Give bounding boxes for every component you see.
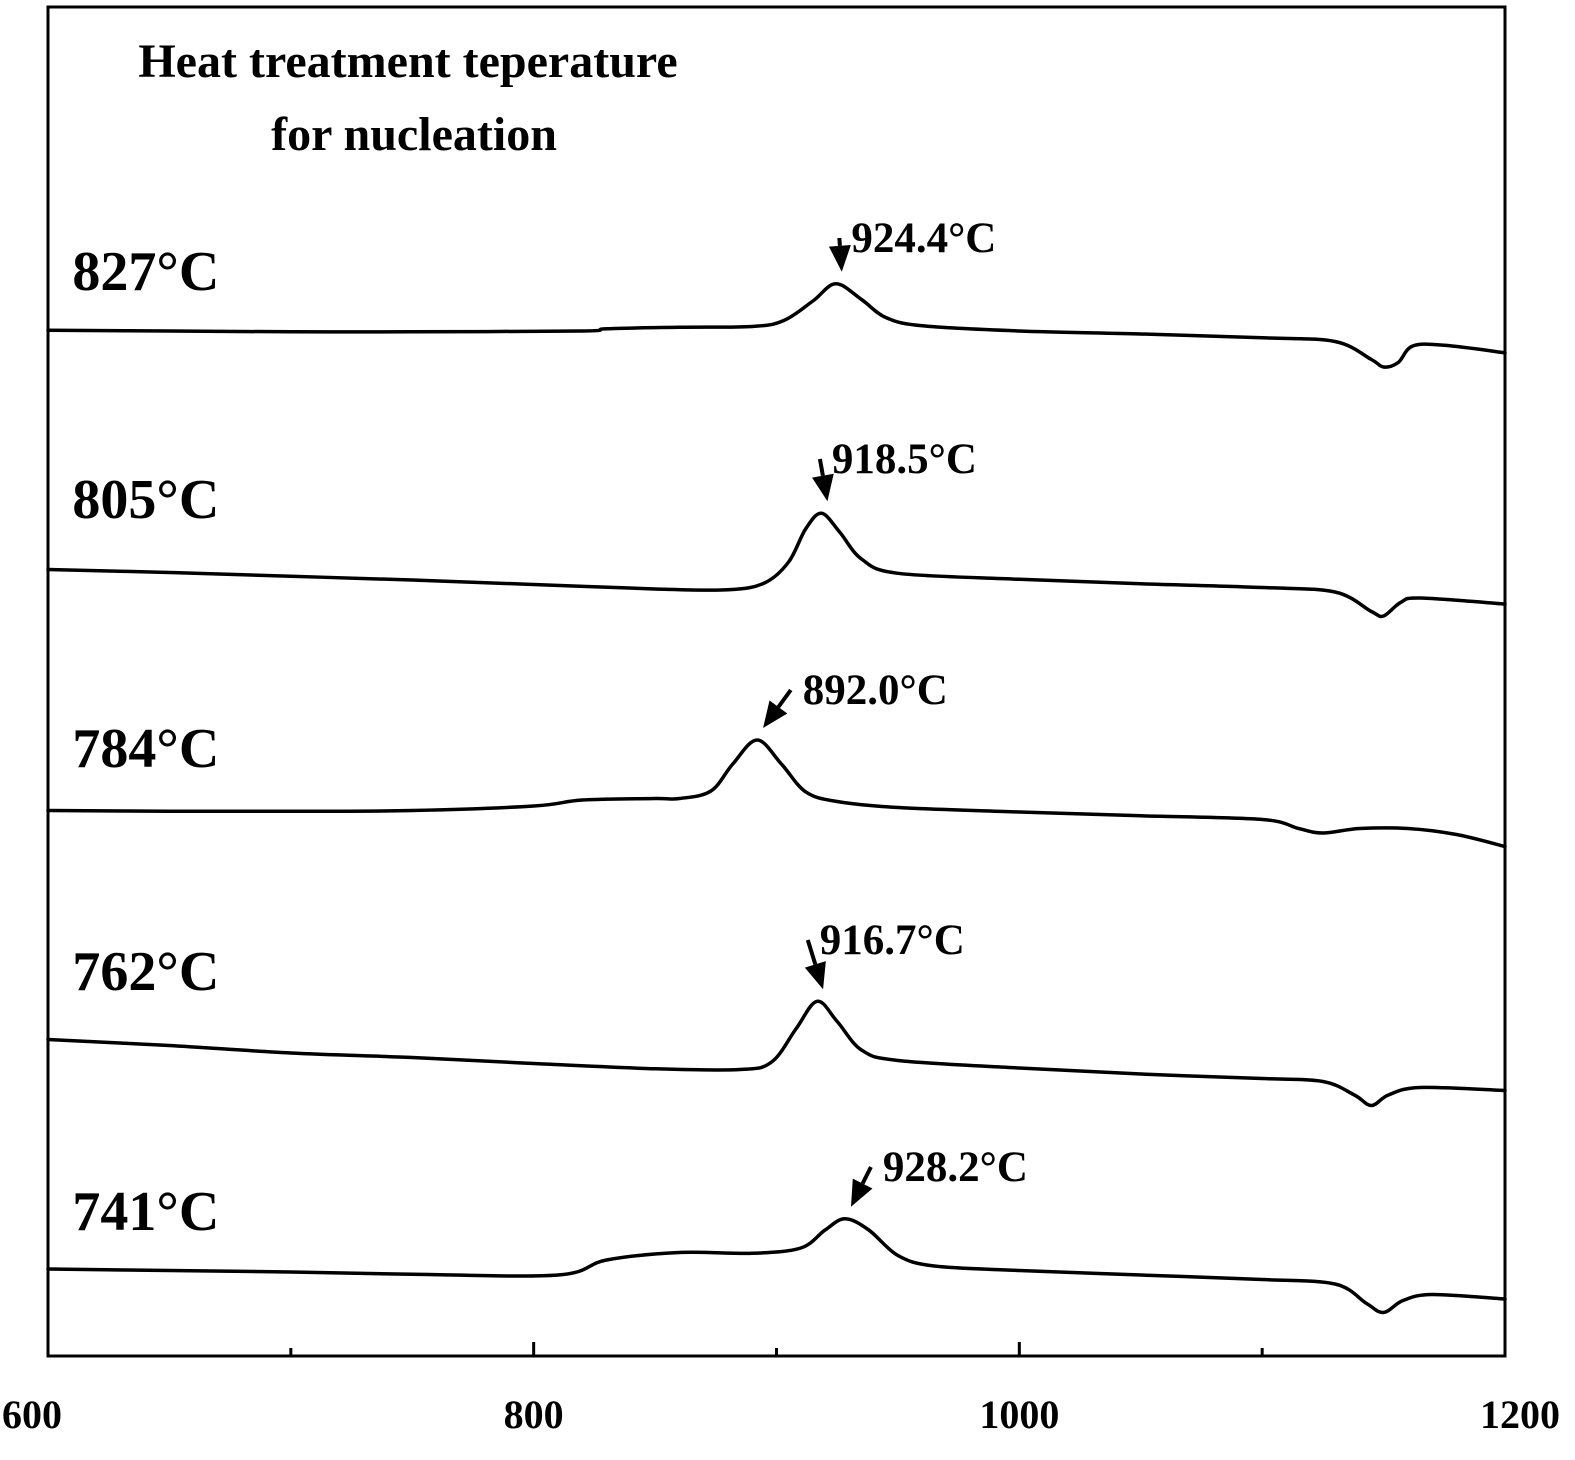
peak-arrow-shaft [860,1166,873,1185]
peak-temperature-label: 918.5°C [832,436,977,483]
annotation-group: 827°C 924.4°C 805°C 918.5°C 784°C 892.0°C 762°… [72,215,1027,1243]
peak-arrow-head-icon [763,700,788,728]
series-group [46,282,1507,1315]
peak-arrow-head-icon [850,1178,873,1207]
series-curve-827 [46,282,1507,369]
plot-area-frame [46,5,1507,1358]
peak-arrow-shaft [817,458,825,476]
peak-arrow-shaft [837,237,842,246]
peak-arrow-shaft [805,939,818,966]
peak-temperature-label: 916.7°C [820,917,965,964]
series-label: 762°C [72,941,219,1003]
x-tick-label: 800 [504,1392,564,1437]
peak-arrow-head-icon [828,245,851,272]
series-curve-805 [46,511,1507,619]
peak-temperature-label: 892.0°C [803,667,948,714]
series-curve-762 [46,999,1507,1108]
peak-arrow-shaft [776,688,793,709]
series-curve-784 [46,738,1507,849]
peak-temperature-label: 928.2°C [883,1144,1028,1191]
series-label: 784°C [72,718,219,780]
series-label: 805°C [72,469,219,531]
x-axis: 600 800 1000 1200 [2,1342,1560,1437]
peak-arrow-head-icon [812,473,834,502]
peak-arrow-head-icon [804,961,826,990]
series-label: 741°C [72,1181,219,1243]
chart-title-line-2: for nucleation [271,108,557,161]
title: Heat treatment teperature for nucleation [138,35,677,161]
series-label: 827°C [72,241,219,303]
chart-title-line-1: Heat treatment teperature [138,35,677,88]
x-tick-label: 600 [2,1392,62,1437]
x-tick-label: 1000 [979,1392,1059,1437]
x-tick-label: 1200 [1480,1392,1560,1437]
peak-temperature-label: 924.4°C [851,215,996,262]
series-curve-741 [46,1217,1507,1315]
